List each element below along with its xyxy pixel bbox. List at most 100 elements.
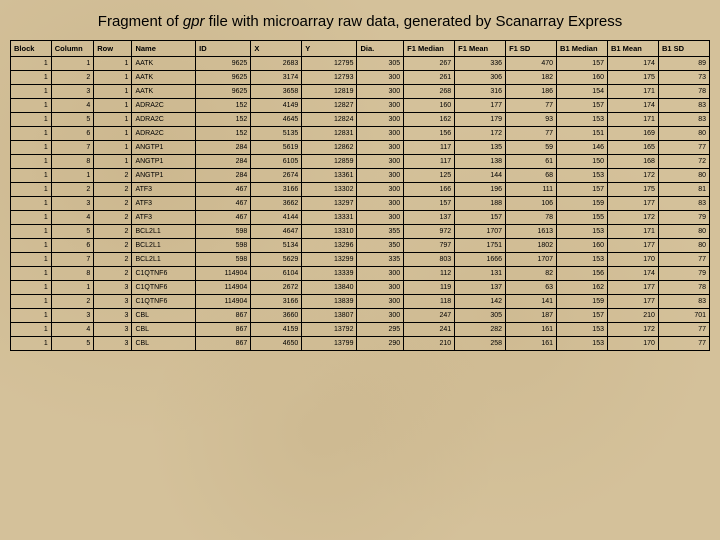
table-cell: 153 [557, 113, 608, 127]
table-row: 122ATF346731661330230016619611115717581 [11, 183, 710, 197]
table-cell: 117 [404, 141, 455, 155]
table-cell: 305 [455, 309, 506, 323]
table-cell: ATF3 [132, 211, 196, 225]
data-table: BlockColumnRowNameIDXYDia.F1 MedianF1 Me… [10, 40, 710, 351]
table-cell: 6 [51, 239, 93, 253]
table-cell: 161 [506, 323, 557, 337]
table-cell: 1 [51, 281, 93, 295]
table-cell: 12859 [302, 155, 357, 169]
table-cell: 797 [404, 239, 455, 253]
table-cell: 284 [196, 141, 251, 155]
table-cell: 77 [658, 253, 709, 267]
table-cell: 13792 [302, 323, 357, 337]
table-cell: 1 [94, 57, 132, 71]
table-cell: 316 [455, 85, 506, 99]
table-cell: 177 [607, 197, 658, 211]
table-row: 133CBL867366013807300247305187157210701 [11, 309, 710, 323]
table-cell: 3 [94, 323, 132, 337]
table-cell: AATK [132, 57, 196, 71]
table-cell: 142 [455, 295, 506, 309]
table-cell: 83 [658, 99, 709, 113]
table-cell: 188 [455, 197, 506, 211]
column-header: Column [51, 41, 93, 57]
table-cell: 78 [506, 211, 557, 225]
table-cell: 1 [51, 169, 93, 183]
table-cell: 159 [557, 295, 608, 309]
table-cell: 1 [11, 295, 52, 309]
table-cell: 9625 [196, 85, 251, 99]
column-header: B1 Median [557, 41, 608, 57]
table-cell: 300 [357, 71, 404, 85]
table-cell: 300 [357, 127, 404, 141]
table-cell: 179 [455, 113, 506, 127]
table-cell: 12795 [302, 57, 357, 71]
table-cell: 1 [94, 113, 132, 127]
table-cell: 350 [357, 239, 404, 253]
table-cell: 300 [357, 197, 404, 211]
table-cell: 867 [196, 309, 251, 323]
table-cell: 598 [196, 225, 251, 239]
table-cell: 4159 [251, 323, 302, 337]
table-cell: 1 [11, 253, 52, 267]
table-cell: 1 [94, 141, 132, 155]
table-cell: 166 [404, 183, 455, 197]
title-suffix: file with microarray raw data, generated… [205, 13, 623, 30]
table-cell: 79 [658, 211, 709, 225]
table-cell: 72 [658, 155, 709, 169]
table-cell: 77 [658, 141, 709, 155]
table-cell: 300 [357, 295, 404, 309]
table-cell: 2 [51, 71, 93, 85]
table-cell: 153 [557, 225, 608, 239]
table-cell: 210 [607, 309, 658, 323]
table-cell: 261 [404, 71, 455, 85]
column-header: F1 SD [506, 41, 557, 57]
table-row: 162BCL2L15985134132963507971751180216017… [11, 239, 710, 253]
table-row: 181ANGTP12846105128593001171386115016872 [11, 155, 710, 169]
table-cell: 4149 [251, 99, 302, 113]
table-row: 171ANGTP12845619128623001171355914616577 [11, 141, 710, 155]
table-cell: C1QTNF6 [132, 267, 196, 281]
table-cell: 867 [196, 323, 251, 337]
table-cell: 13296 [302, 239, 357, 253]
table-cell: 13840 [302, 281, 357, 295]
table-row: 152BCL2L15984647133103559721707161315317… [11, 225, 710, 239]
column-header: F1 Mean [455, 41, 506, 57]
table-cell: 6 [51, 127, 93, 141]
table-cell: 157 [455, 211, 506, 225]
table-cell: 177 [607, 281, 658, 295]
table-cell: 196 [455, 183, 506, 197]
table-cell: 701 [658, 309, 709, 323]
table-cell: 867 [196, 337, 251, 351]
table-cell: 13339 [302, 267, 357, 281]
table-cell: 106 [506, 197, 557, 211]
table-cell: 4 [51, 323, 93, 337]
table-cell: 153 [557, 253, 608, 267]
table-cell: 157 [557, 309, 608, 323]
table-cell: ADRA2C [132, 99, 196, 113]
table-cell: 241 [404, 323, 455, 337]
table-cell: 1 [51, 57, 93, 71]
table-row: 113C1QTNF6114904267213840300119137631621… [11, 281, 710, 295]
table-cell: 157 [557, 183, 608, 197]
table-cell: 1 [11, 155, 52, 169]
table-cell: 5 [51, 113, 93, 127]
table-cell: 157 [557, 57, 608, 71]
table-cell: BCL2L1 [132, 253, 196, 267]
table-cell: 77 [506, 127, 557, 141]
table-cell: 112 [404, 267, 455, 281]
table-cell: 172 [607, 323, 658, 337]
table-cell: 1 [11, 57, 52, 71]
table-cell: 1 [94, 71, 132, 85]
table-cell: 165 [607, 141, 658, 155]
table-cell: 1 [11, 71, 52, 85]
table-cell: 1 [11, 309, 52, 323]
title-em: gpr [183, 13, 205, 30]
table-row: 142ATF34674144133313001371577815517279 [11, 211, 710, 225]
table-row: 161ADRA2C1525135128313001561727715116980 [11, 127, 710, 141]
table-cell: 12827 [302, 99, 357, 113]
table-cell: 83 [658, 197, 709, 211]
table-cell: 2674 [251, 169, 302, 183]
table-cell: 300 [357, 211, 404, 225]
table-row: 143CBL86741591379229524128216115317277 [11, 323, 710, 337]
table-row: 131AATK962536581281930026831618615417178 [11, 85, 710, 99]
